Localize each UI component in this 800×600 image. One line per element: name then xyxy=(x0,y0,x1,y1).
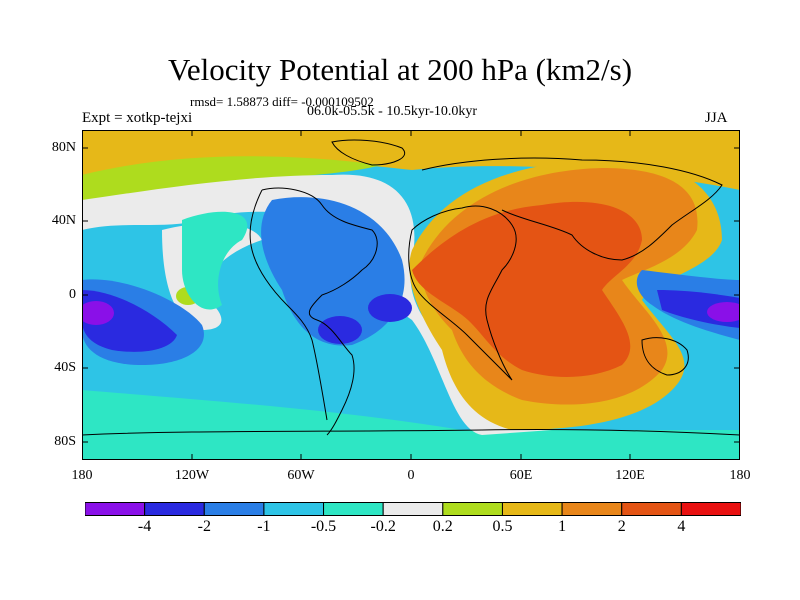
lon-label-120e: 120E xyxy=(615,468,645,483)
colorbar-cell xyxy=(85,502,146,516)
lon-label-180w: 180 xyxy=(71,468,93,483)
field-pacific-lobe xyxy=(182,211,248,310)
lat-label-80s: 80S xyxy=(54,434,76,449)
lon-label-180e: 180 xyxy=(729,468,751,483)
lon-label-60e: 60E xyxy=(509,468,533,483)
lat-label-40s: 40S xyxy=(54,360,76,375)
coast-eurasia xyxy=(421,157,723,261)
coastlines xyxy=(82,139,740,436)
map-panel xyxy=(82,130,740,460)
colorbar-label: 0.5 xyxy=(492,518,513,535)
field-wpac-minimum xyxy=(707,302,740,322)
lon-label-0: 0 xyxy=(407,468,415,483)
lat-label-0: 0 xyxy=(69,287,76,302)
colorbar-cell xyxy=(263,502,325,516)
velocity-potential-map xyxy=(82,130,740,460)
colorbar-cell xyxy=(382,502,444,516)
colorbar-cell xyxy=(561,502,623,516)
coast-greenland xyxy=(331,139,405,166)
map-ticks xyxy=(82,130,740,460)
colorbar-label: 1 xyxy=(558,518,567,535)
field-pacific-minimum xyxy=(82,301,114,325)
field-warm-core xyxy=(412,201,642,377)
colorbar-cell xyxy=(680,502,741,516)
colorbar-label: -1 xyxy=(257,518,271,535)
season-label: JJA xyxy=(705,110,728,126)
colorbar-cell xyxy=(203,502,265,516)
coast-americas-west xyxy=(249,189,328,421)
colorbar-cell xyxy=(323,502,384,516)
coast-antarctica xyxy=(82,428,740,436)
colorbar-label: 4 xyxy=(677,518,686,535)
colorbar-cell xyxy=(144,502,205,516)
period-label: 06.0k-05.5k - 10.5kyr-10.0kyr xyxy=(307,104,478,119)
field-arctic-band xyxy=(82,130,740,190)
lon-label-60w: 60W xyxy=(287,468,315,483)
colorbar-label: 2 xyxy=(617,518,626,535)
experiment-label: Expt = xotkp-tejxi xyxy=(82,110,193,126)
field-arctic-fringe xyxy=(82,156,382,210)
lat-label-80n: 80N xyxy=(51,140,76,155)
coast-australia xyxy=(641,337,689,376)
coast-africa xyxy=(408,205,517,381)
colorbar-label: -0.5 xyxy=(310,518,337,535)
field-south-band xyxy=(82,390,740,460)
lon-label-120w: 120W xyxy=(174,468,210,483)
field-brazil-blob xyxy=(318,316,362,344)
colorbar-label: 0.2 xyxy=(432,518,453,535)
rmsd-diff-stats: rmsd= 1.58873 diff= -0.000109502 xyxy=(190,94,374,109)
chart-title: Velocity Potential at 200 hPa (km2/s) xyxy=(167,52,633,87)
field-neutral-zone xyxy=(82,174,552,435)
colorbar-cell xyxy=(501,502,563,516)
colorbar-label: -2 xyxy=(197,518,211,535)
coast-americas-east xyxy=(261,187,378,436)
colorbar xyxy=(85,502,741,516)
field-atlantic-blob xyxy=(368,294,412,322)
colorbar-label: -0.2 xyxy=(370,518,396,535)
colorbar-cell xyxy=(442,502,503,516)
lat-label-40n: 40N xyxy=(51,213,76,228)
colorbar-cell xyxy=(621,502,682,516)
colorbar-label: -4 xyxy=(137,518,152,535)
